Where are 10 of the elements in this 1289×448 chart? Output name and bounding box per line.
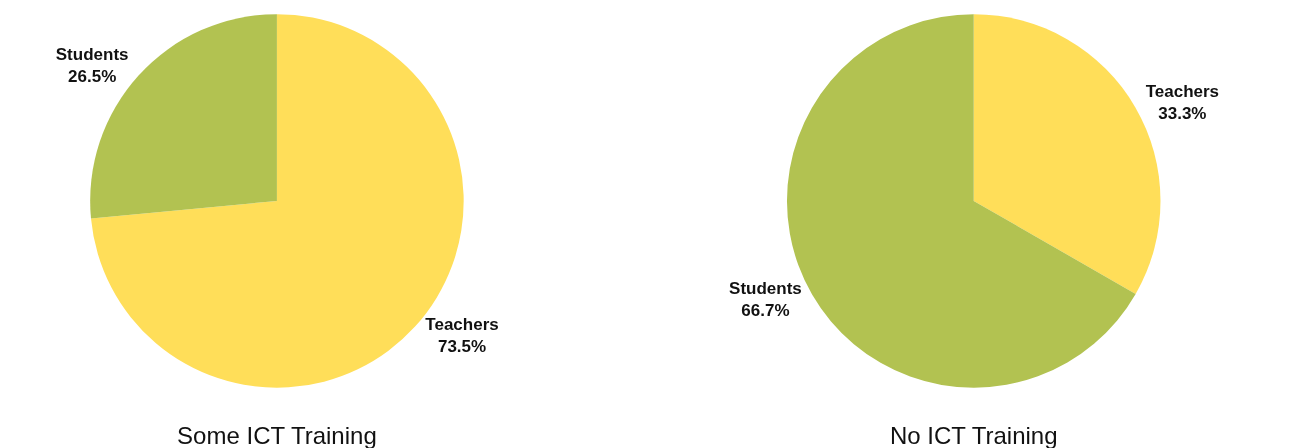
slice-label: Students xyxy=(55,45,129,65)
slice-label: Teachers xyxy=(425,315,499,335)
text: No ICT Training xyxy=(889,421,1058,448)
data-label: 33.3% xyxy=(1158,103,1207,123)
data-label: 66.7% xyxy=(741,301,790,321)
data-label: 73.5% xyxy=(437,337,487,357)
data-label: 26.5% xyxy=(68,67,117,87)
text: Some ICT Training xyxy=(177,421,377,448)
slice-label: Students xyxy=(729,279,802,299)
slice-label: Teachers xyxy=(1145,81,1220,101)
